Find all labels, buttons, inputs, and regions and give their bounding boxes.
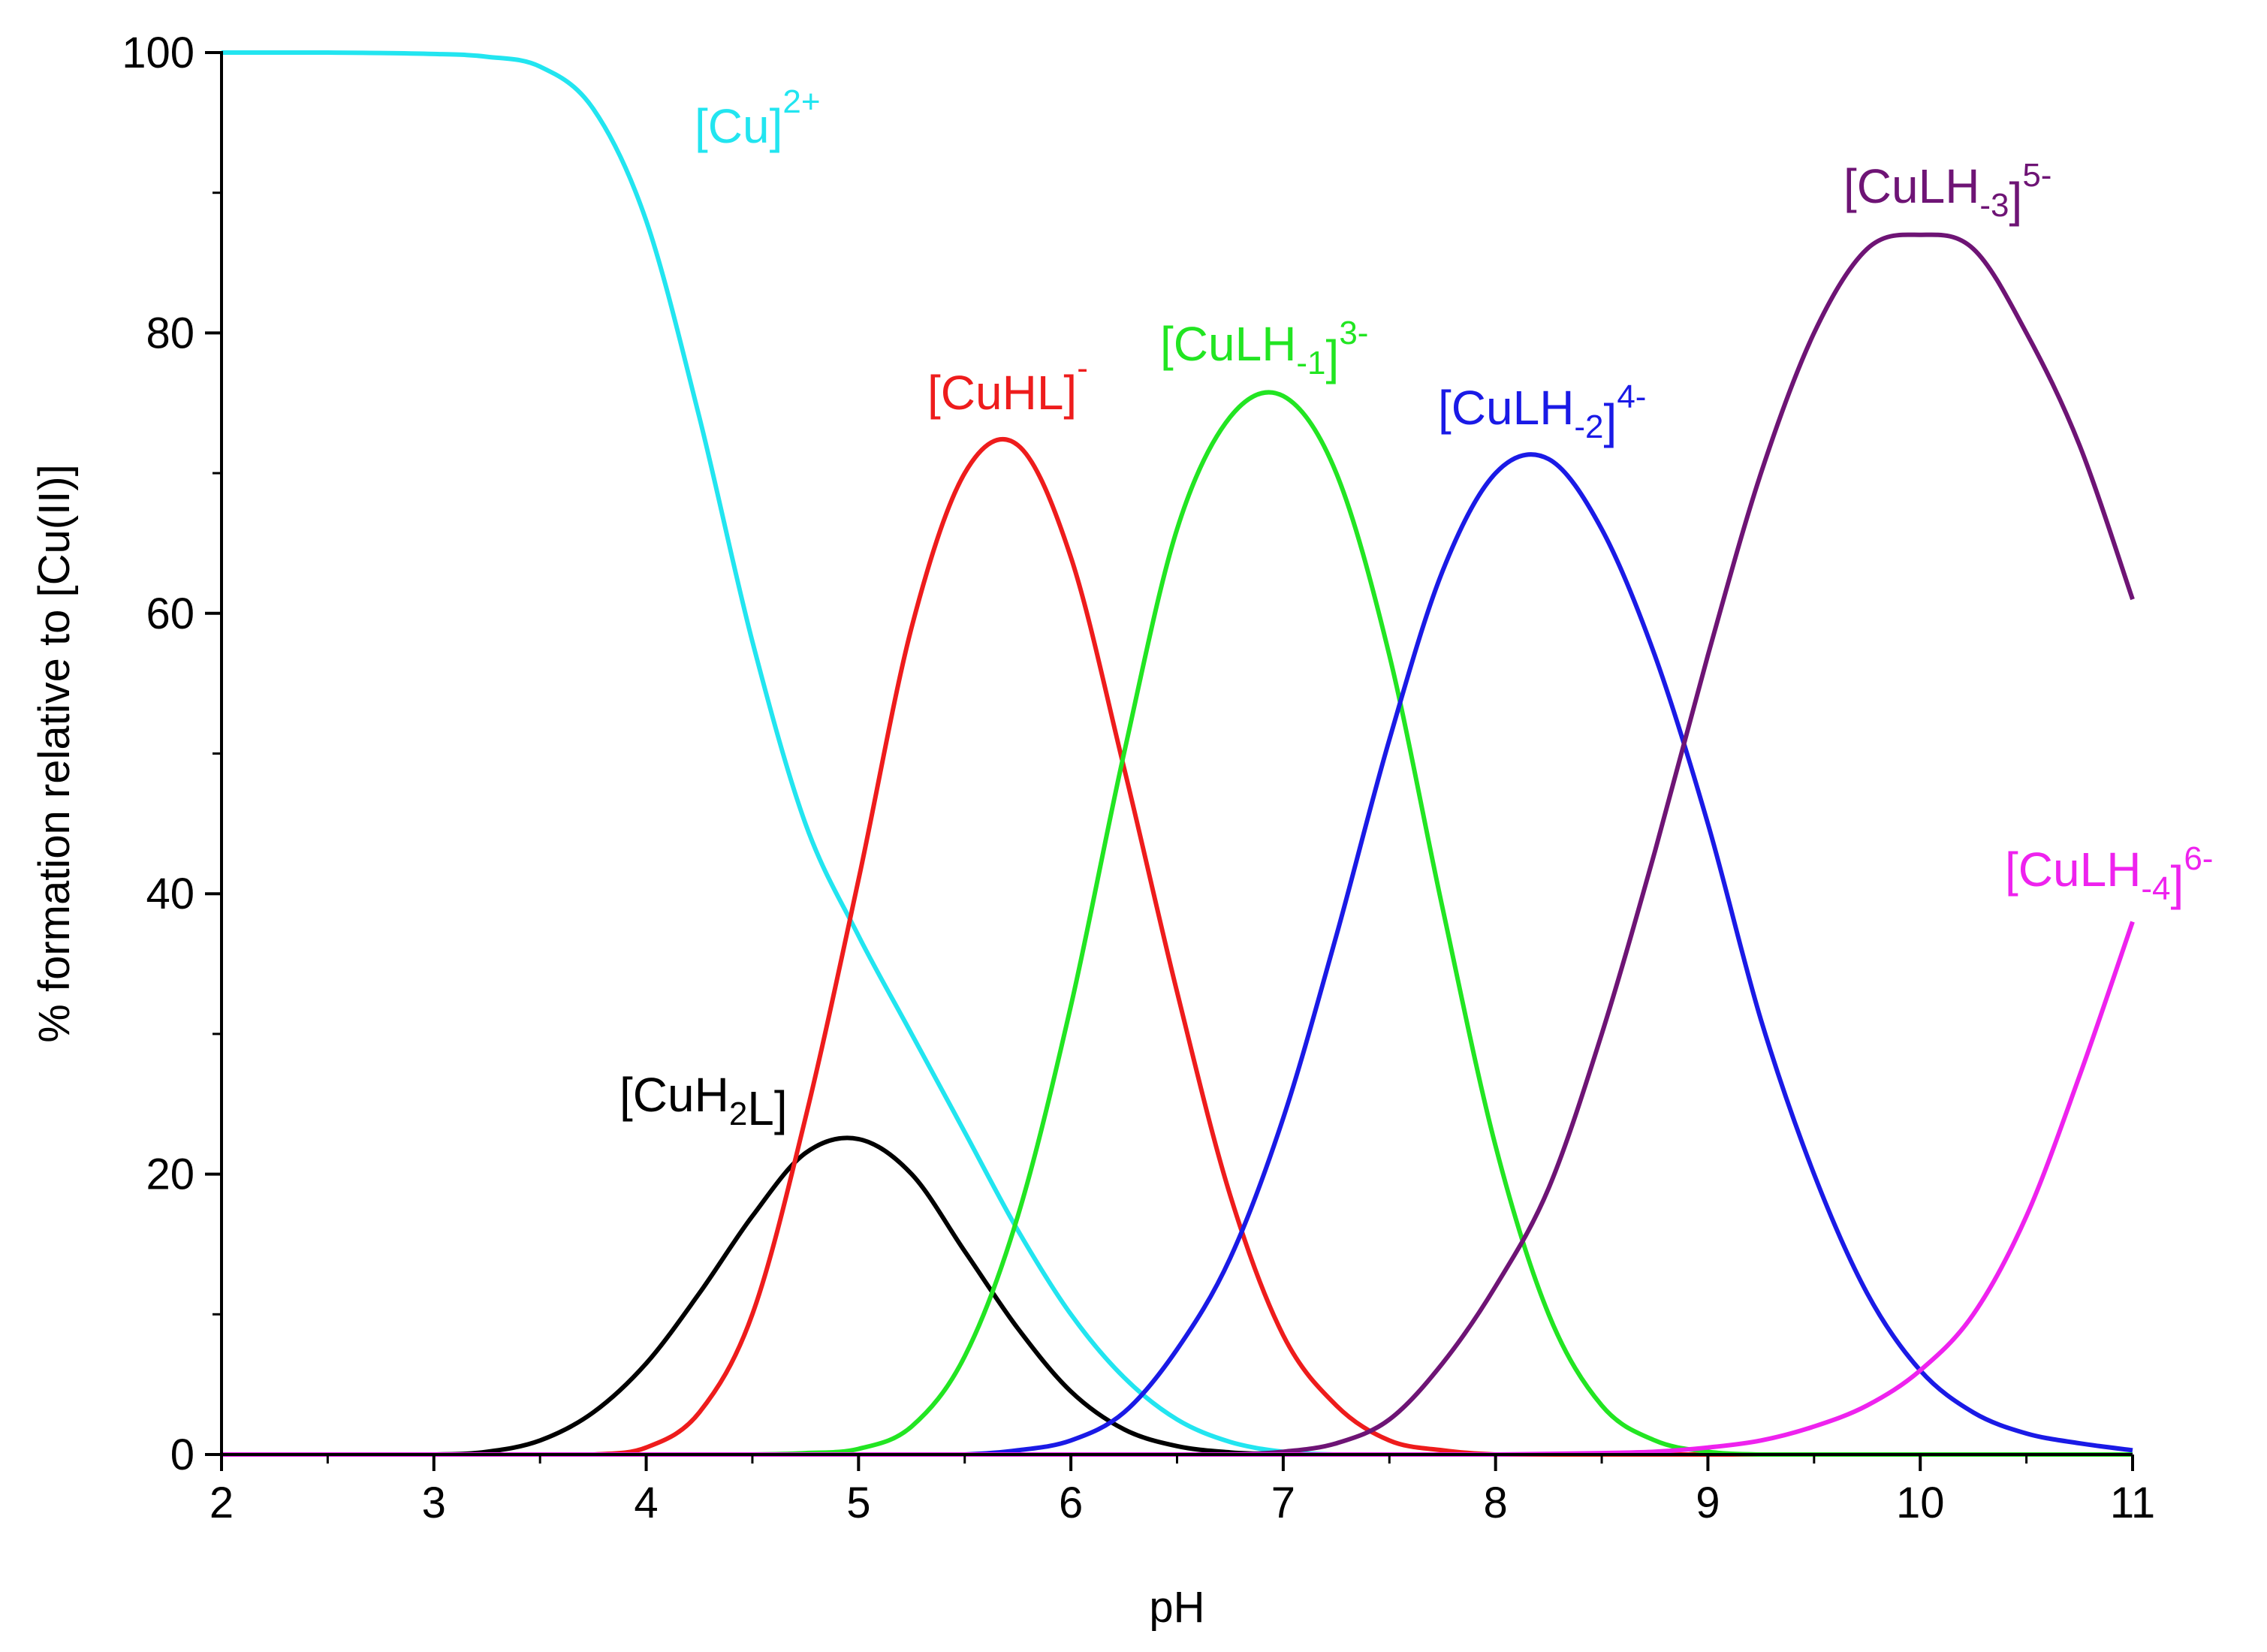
series-line-0	[222, 50, 2133, 1458]
species-label-1: [CuH2L]	[620, 1068, 788, 1135]
y-tick-label: 60	[146, 589, 194, 638]
x-tick-label: 9	[1696, 1479, 1720, 1527]
x-tick-label: 7	[1271, 1479, 1295, 1527]
y-tick-label: 20	[146, 1150, 194, 1199]
species-label-5: [CuLH-3]5-	[1843, 157, 2051, 227]
y-tick-label: 80	[146, 309, 194, 357]
x-axis-title: pH	[1149, 1583, 1204, 1632]
y-axis-title: % formation relative to [Cu(II)]	[30, 464, 79, 1042]
y-tick-label: 0	[170, 1430, 194, 1479]
y-tick-label: 100	[122, 29, 194, 77]
species-label-0: [Cu]2+	[695, 83, 821, 153]
species-label-6: [CuLH-4]6-	[2005, 840, 2213, 910]
species-label-2: [CuHL]-	[927, 350, 1088, 420]
series-line-2	[221, 436, 2133, 1458]
x-tick-label: 5	[846, 1479, 870, 1527]
x-tick-label: 11	[2110, 1479, 2155, 1527]
series-line-1	[221, 1135, 2133, 1458]
y-tick-label: 40	[146, 870, 194, 918]
x-tick-label: 4	[634, 1479, 658, 1527]
series-lines	[221, 50, 2135, 1458]
x-tick-label: 8	[1484, 1479, 1508, 1527]
series-line-5	[221, 232, 2135, 1458]
series-line-6	[221, 921, 2135, 1458]
x-tick-label: 10	[1896, 1479, 1945, 1527]
x-tick-label: 3	[422, 1479, 446, 1527]
x-tick-label: 6	[1059, 1479, 1083, 1527]
species-labels: [Cu]2+ [CuH2L] [CuHL]- [CuLH-1]3- [CuLH-2]4-…	[620, 83, 2213, 1135]
axes: 2 3 4 5 6 7 8 9 10 11 0 20 40 60 80 100	[122, 29, 2155, 1527]
species-label-4: [CuLH-2]4-	[1438, 378, 1646, 448]
series-line-3	[221, 390, 2133, 1458]
species-label-3: [CuLH-1]3-	[1160, 315, 1368, 384]
x-tick-label: 2	[210, 1479, 234, 1527]
series-line-4	[221, 452, 2133, 1458]
